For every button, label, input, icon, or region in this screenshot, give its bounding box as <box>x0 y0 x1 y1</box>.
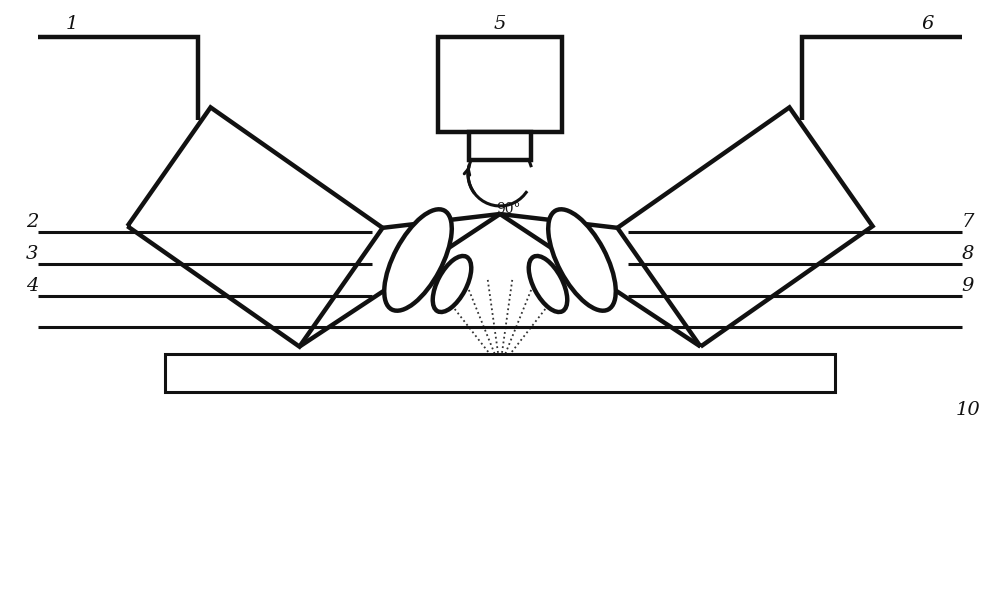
Text: 3: 3 <box>26 245 38 263</box>
Text: 4: 4 <box>26 277 38 295</box>
Bar <box>165 354 835 392</box>
Ellipse shape <box>384 210 452 311</box>
Text: 6: 6 <box>922 15 934 33</box>
Text: 5: 5 <box>494 15 506 33</box>
Text: 90°: 90° <box>496 202 520 216</box>
Bar <box>469 132 531 160</box>
Text: 2: 2 <box>26 213 38 231</box>
Text: 7: 7 <box>962 213 974 231</box>
Ellipse shape <box>548 210 616 311</box>
Ellipse shape <box>433 256 471 312</box>
Ellipse shape <box>529 256 567 312</box>
Text: 10: 10 <box>956 401 980 419</box>
Text: 1: 1 <box>66 15 78 33</box>
Bar <box>438 37 562 132</box>
Text: 8: 8 <box>962 245 974 263</box>
Text: 9: 9 <box>962 277 974 295</box>
